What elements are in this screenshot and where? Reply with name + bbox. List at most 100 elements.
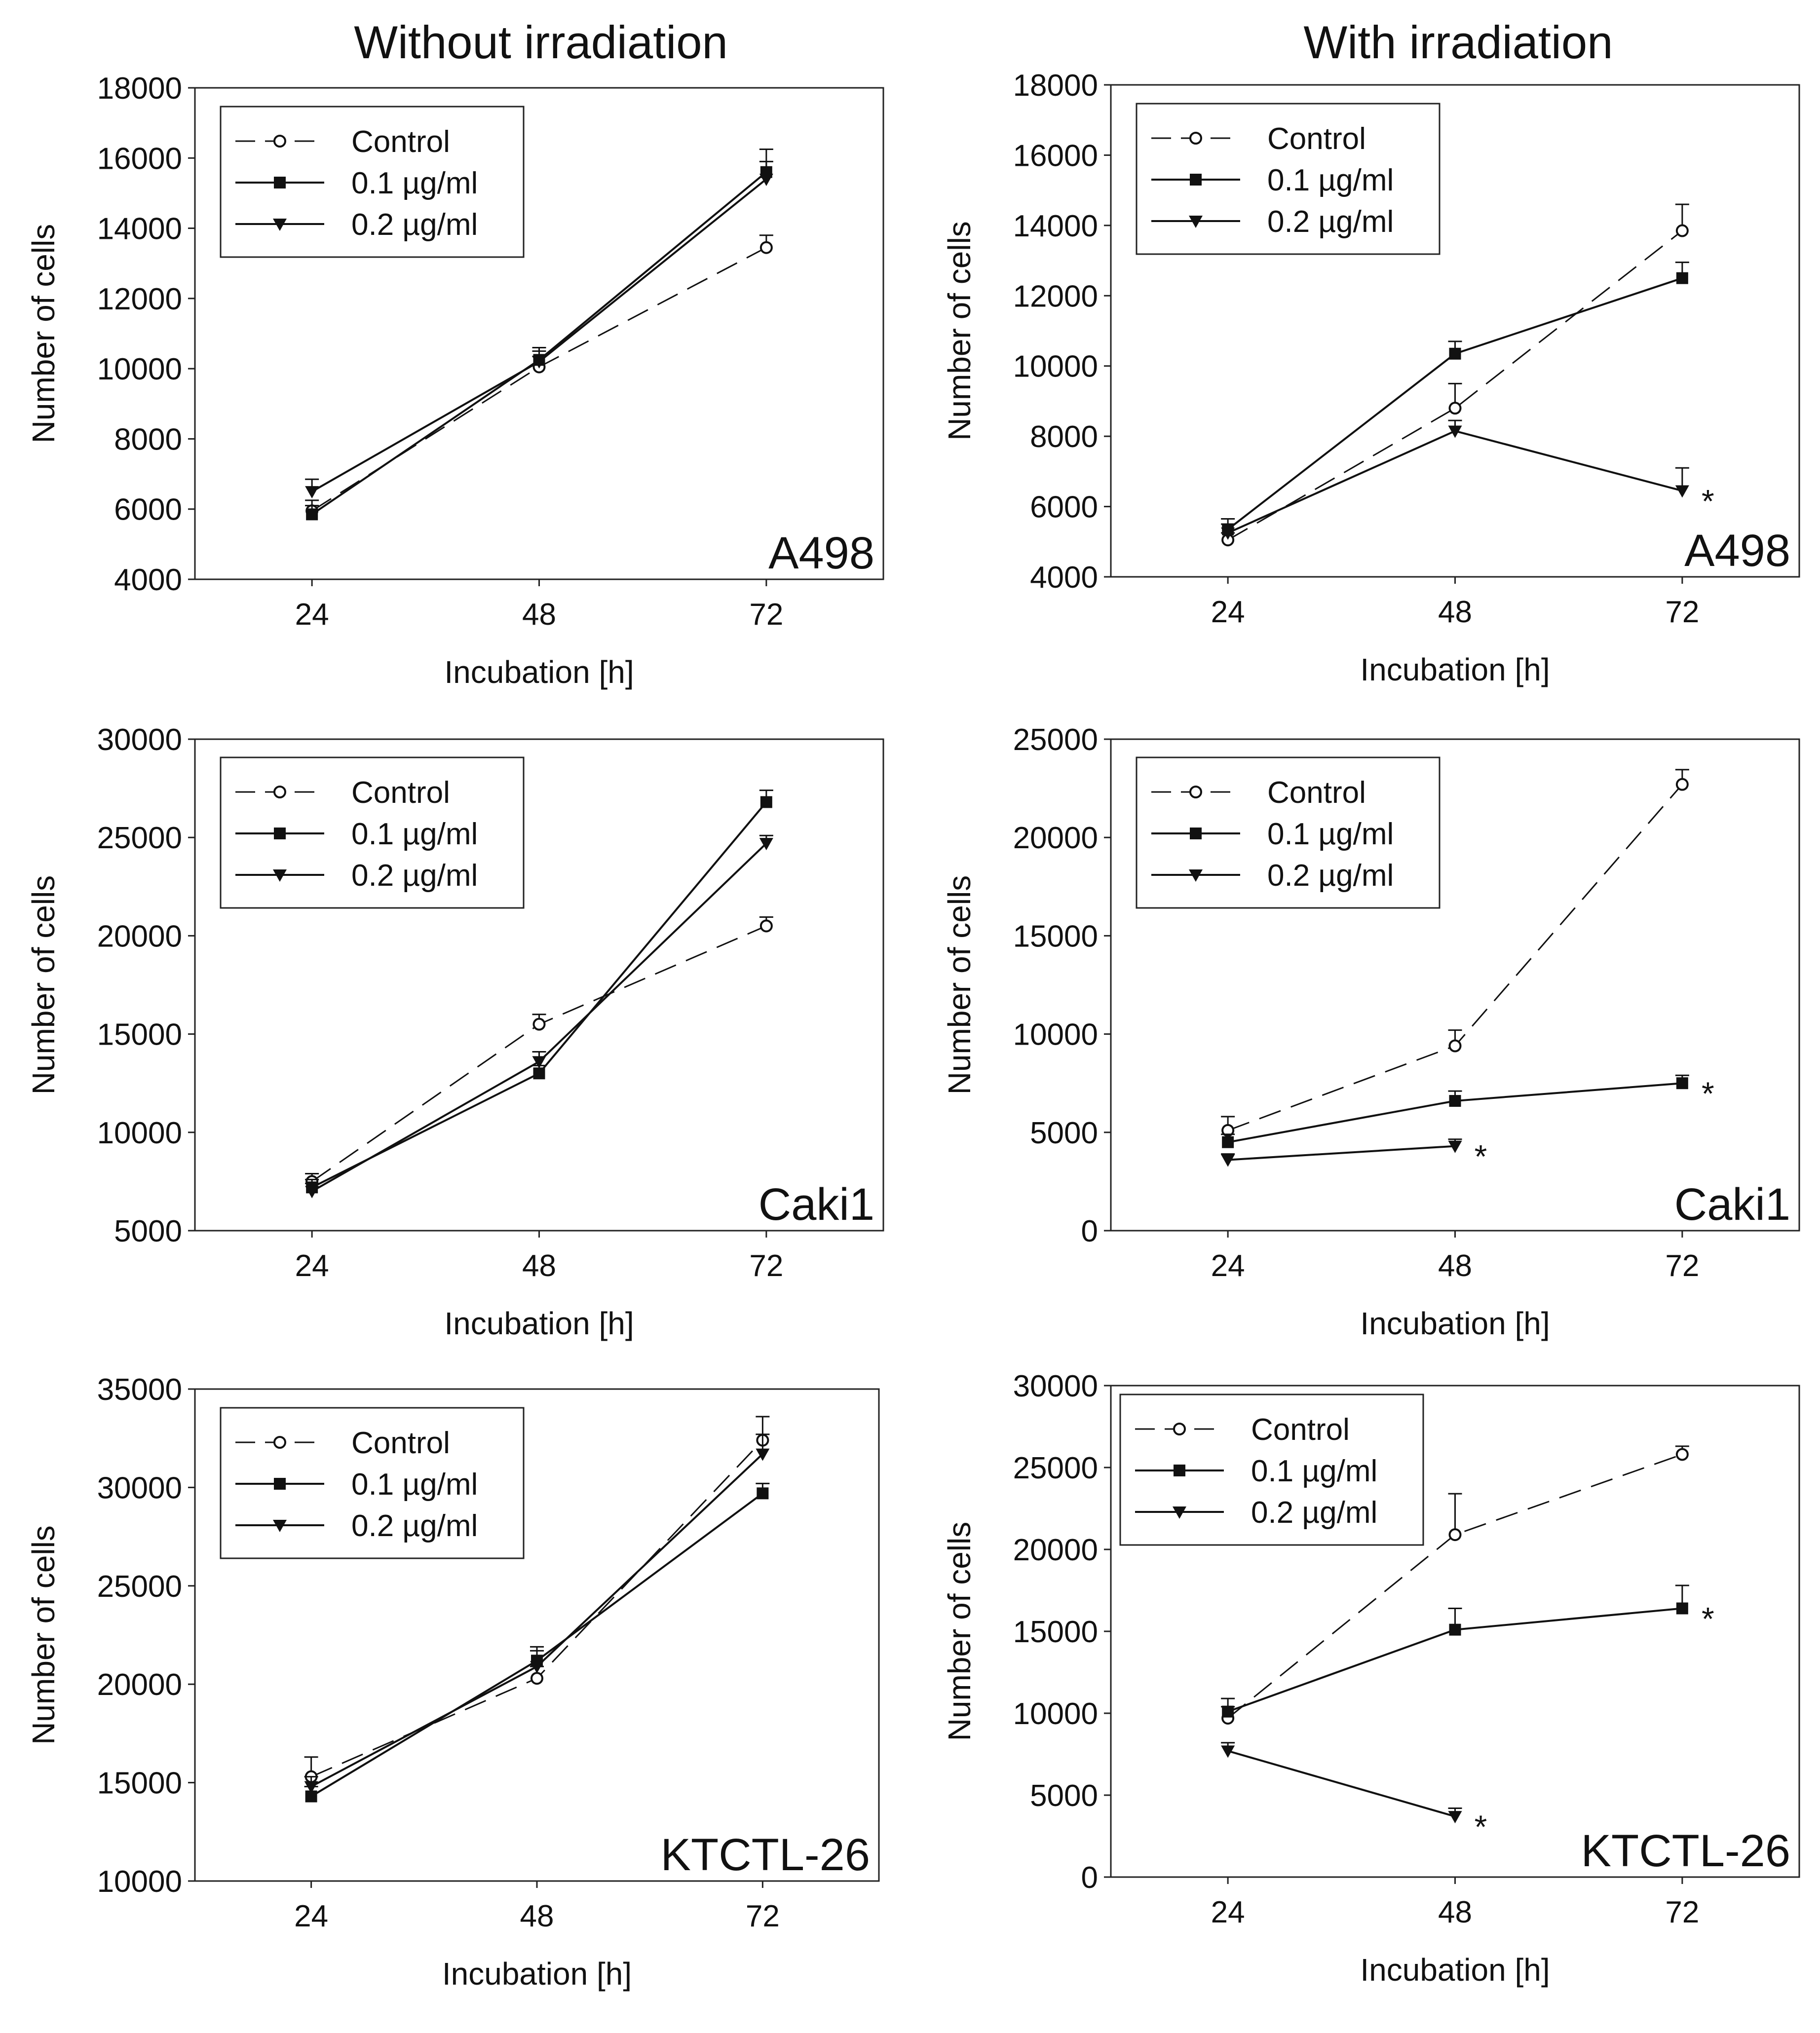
x-tick-label: 24 (1211, 1249, 1245, 1283)
y-axis-title: Number of cells (26, 1525, 61, 1745)
data-point (304, 1781, 318, 1794)
y-axis-title: Number of cells (942, 221, 977, 441)
legend-marker (1173, 1423, 1186, 1435)
data-point (1448, 1528, 1462, 1542)
series-line (1227, 1454, 1683, 1719)
cell-line-label: Caki1 (1674, 1179, 1790, 1230)
data-point (1675, 485, 1689, 498)
series-dose-0-1: * (1221, 1584, 1714, 1718)
chart-with-irradiation-A498: 4000 6000 8000 10000 12000 14000 16000 18000 24 4… (942, 69, 1800, 687)
data-point (1448, 425, 1462, 438)
x-axis-title: Incubation [h] (1360, 1952, 1550, 1988)
legend-box (220, 756, 525, 909)
y-tick-label: 12000 (1013, 279, 1098, 313)
y-tick-label: 16000 (97, 142, 182, 176)
x-axis-title: Incubation [h] (442, 1956, 632, 1992)
y-tick-label: 5000 (1030, 1779, 1098, 1813)
data-point (532, 1056, 546, 1069)
y-tick-label: 30000 (97, 723, 182, 757)
legend-marker (273, 786, 286, 798)
data-point (1221, 1745, 1235, 1758)
data-point (533, 1067, 545, 1080)
chart-without-irradiation-KTCTL-26: 10000 15000 20000 25000 30000 35000 24 48 72 Incu… (26, 1373, 880, 1992)
legend-marker (273, 135, 286, 148)
data-point (1449, 1623, 1461, 1636)
series-line (1227, 1750, 1456, 1818)
y-tick-label: 25000 (1013, 723, 1098, 757)
y-axis-title: Number of cells (26, 875, 61, 1095)
data-point (532, 1017, 546, 1031)
x-tick-label: 72 (746, 1899, 780, 1933)
legend-label-dose-0-1: 0.1 µg/ml (351, 817, 478, 851)
chart-with-irradiation-Caki1: 0 5000 10000 15000 20000 25000 24 48 72 Incubatio… (942, 723, 1800, 1341)
x-tick-label: 48 (522, 1249, 556, 1283)
significance-marker: * (1475, 1808, 1487, 1845)
data-point (756, 1448, 770, 1461)
x-tick-label: 24 (1211, 595, 1245, 629)
y-tick-label: 30000 (1013, 1369, 1098, 1403)
y-tick-label: 20000 (1013, 821, 1098, 855)
y-tick-label: 25000 (1013, 1451, 1098, 1485)
y-tick-label: 35000 (97, 1373, 182, 1407)
series-control (1221, 769, 1689, 1137)
y-tick-label: 10000 (1013, 350, 1098, 384)
y-tick-label: 10000 (1013, 1018, 1098, 1052)
x-tick-label: 72 (749, 598, 783, 632)
legend-label-dose-0-1: 0.1 µg/ml (1251, 1454, 1377, 1488)
chart-without-irradiation-Caki1: 5000 10000 15000 20000 25000 30000 24 48 72 Incub… (26, 723, 884, 1341)
x-tick-label: 48 (1438, 1895, 1472, 1929)
chart-with-irradiation-KTCTL-26: 0 5000 10000 15000 20000 25000 30000 24 48 72 Incu… (942, 1369, 1800, 1988)
y-tick-label: 8000 (1030, 420, 1098, 454)
data-point (1448, 1039, 1462, 1053)
data-point (530, 1661, 544, 1674)
legend-marker (273, 1520, 287, 1532)
column-title-without-irradiation: Without irradiation (354, 16, 728, 68)
data-point (760, 796, 772, 808)
y-tick-label: 0 (1081, 1861, 1098, 1895)
data-point (1449, 347, 1461, 360)
x-tick-label: 24 (1211, 1895, 1245, 1929)
y-tick-label: 14000 (1013, 209, 1098, 243)
series-dose-0-2: * (1221, 419, 1714, 540)
x-tick-label: 24 (294, 1899, 328, 1933)
legend-marker (274, 1478, 286, 1490)
y-tick-label: 18000 (97, 72, 182, 106)
cell-line-label: KTCTL-26 (1581, 1826, 1790, 1876)
legend-label-control: Control (1251, 1413, 1350, 1447)
significance-marker: * (1702, 1601, 1714, 1637)
legend-marker (1190, 174, 1202, 186)
data-point (759, 919, 773, 933)
y-axis-title: Number of cells (26, 224, 61, 444)
data-point (757, 1487, 769, 1500)
series-dose-0-2 (305, 160, 773, 499)
data-point (759, 838, 773, 851)
y-tick-label: 15000 (1013, 919, 1098, 953)
y-tick-label: 20000 (97, 1668, 182, 1702)
legend-label-dose-0-1: 0.1 µg/ml (351, 1468, 478, 1502)
y-tick-label: 20000 (97, 919, 182, 953)
data-point (1676, 272, 1688, 284)
x-tick-label: 48 (1438, 1249, 1472, 1283)
y-tick-label: 4000 (1030, 561, 1098, 595)
legend-marker (273, 219, 287, 231)
data-point (759, 241, 773, 254)
data-point (1222, 1705, 1234, 1718)
data-point (1448, 402, 1462, 415)
x-tick-label: 72 (749, 1249, 783, 1283)
legend-label-dose-0-2: 0.2 µg/ml (1267, 859, 1394, 893)
series-line (1227, 230, 1683, 541)
data-point (1221, 1154, 1235, 1167)
series-line (1228, 1145, 1455, 1161)
data-point (305, 1186, 319, 1199)
y-tick-label: 10000 (97, 1116, 182, 1150)
data-point (1448, 1140, 1462, 1153)
legend-marker (1174, 1465, 1185, 1476)
legend-marker (1189, 216, 1203, 228)
data-point (1448, 1811, 1462, 1824)
series-dose-0-2: * (1221, 1138, 1487, 1175)
legend-marker (274, 828, 286, 839)
y-tick-label: 15000 (97, 1767, 182, 1801)
legend-label-control: Control (1267, 776, 1366, 810)
legend: Control 0.1 µg/ml 0.2 µg/ml (220, 1407, 525, 1559)
legend-marker (1190, 828, 1202, 839)
